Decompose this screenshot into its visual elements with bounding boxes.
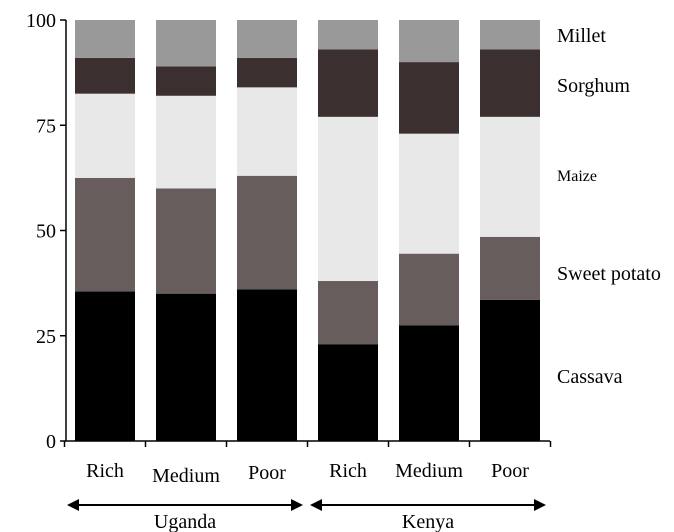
bar-sweet-potato-2	[237, 175, 297, 290]
legend-layer: Cassava Sweet potato Maize Sorghum Millet	[557, 25, 661, 388]
bar-sorghum-3	[318, 49, 378, 117]
bar-sorghum-4	[399, 62, 459, 134]
bar-sweet-potato-4	[399, 253, 459, 326]
bar-cassava-0	[75, 291, 135, 441]
bar-millet-5	[480, 20, 540, 50]
bar-sweet-potato-1	[156, 188, 216, 294]
y-tick-label: 0	[46, 431, 56, 453]
bar-sweet-potato-5	[480, 236, 540, 300]
y-tick-label: 50	[36, 221, 56, 243]
bar-cassava-3	[318, 344, 378, 441]
bar-cassava-4	[399, 325, 459, 441]
legend-millet: Millet	[557, 25, 606, 47]
bar-maize-2	[237, 87, 297, 176]
bar-maize-1	[156, 95, 216, 189]
bar-millet-3	[318, 20, 378, 50]
labels-layer: Rich Medium Poor Rich Medium Poor	[86, 460, 529, 487]
bar-millet-0	[75, 20, 135, 58]
bar-maize-0	[75, 93, 135, 178]
arrow-head-left-icon	[67, 499, 79, 511]
bar-maize-4	[399, 133, 459, 254]
bar-maize-3	[318, 116, 378, 282]
x-tick-label-rich: Rich	[329, 460, 367, 482]
x-tick-label-poor: Poor	[248, 462, 286, 484]
x-tick-label-medium: Medium	[395, 460, 463, 482]
x-tick-label-medium: Medium	[152, 465, 220, 487]
bar-cassava-5	[480, 299, 540, 441]
legend-cassava: Cassava	[557, 366, 623, 388]
bars-layer	[75, 20, 540, 441]
bar-sorghum-5	[480, 49, 540, 117]
bar-millet-2	[237, 20, 297, 58]
bar-sorghum-0	[75, 57, 135, 94]
arrow-head-right-icon	[534, 499, 546, 511]
y-tick-label: 25	[36, 326, 56, 348]
x-tick-label-poor: Poor	[491, 460, 529, 482]
legend-sorghum: Sorghum	[557, 75, 630, 97]
bar-cassava-2	[237, 289, 297, 441]
bar-sweet-potato-3	[318, 281, 378, 345]
x-tick-label-rich: Rich	[86, 460, 124, 482]
bar-maize-5	[480, 116, 540, 237]
bar-sorghum-1	[156, 66, 216, 96]
bar-cassava-1	[156, 293, 216, 441]
group-label-kenya: Kenya	[402, 511, 454, 532]
groups-layer: Uganda Kenya	[67, 499, 546, 532]
bar-sweet-potato-0	[75, 177, 135, 292]
bar-millet-1	[156, 20, 216, 67]
y-tick-label: 100	[26, 10, 56, 32]
bar-sorghum-2	[237, 57, 297, 88]
arrow-head-left-icon	[310, 499, 322, 511]
legend-sweet-potato: Sweet potato	[557, 263, 661, 285]
bar-millet-4	[399, 20, 459, 63]
legend-maize: Maize	[557, 168, 597, 185]
y-tick-label: 75	[36, 115, 56, 137]
axes-layer: 0 25 50 75 100	[26, 10, 552, 453]
group-label-uganda: Uganda	[154, 511, 216, 532]
arrow-head-right-icon	[291, 499, 303, 511]
